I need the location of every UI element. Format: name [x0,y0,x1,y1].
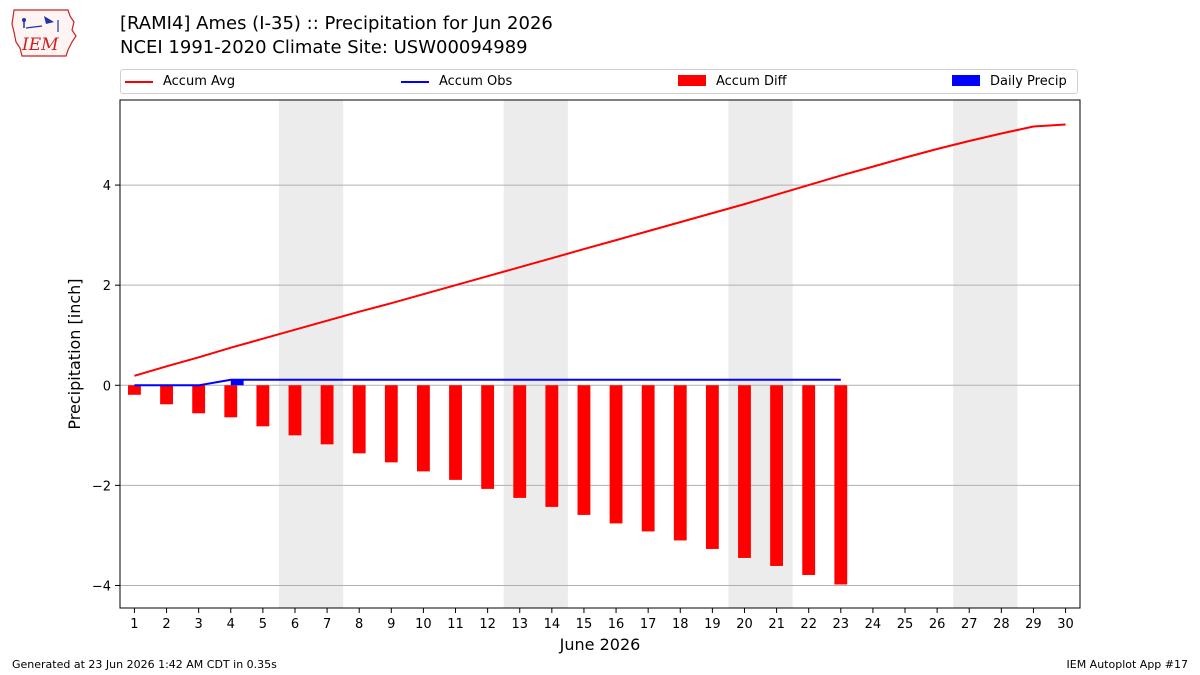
accum-diff-bar [320,385,334,445]
y-tick-label: 4 [103,179,111,194]
x-tick-label: 23 [833,617,850,632]
accum-diff-bar [738,385,751,558]
x-tick-label: 13 [511,617,528,632]
legend-swatch-accum-obs [401,81,429,83]
x-tick-label: 29 [1025,617,1042,632]
legend-label-accum-obs: Accum Obs [439,74,513,89]
x-tick-label: 5 [259,617,267,632]
legend-label-accum-diff: Accum Diff [716,74,787,89]
x-tick-label: 27 [961,617,978,632]
footer-app-text: IEM Autoplot App #17 [1066,658,1189,671]
iem-logo: IEM [8,6,80,58]
legend-label-daily-precip: Daily Precip [990,74,1067,89]
accum-diff-bar [770,385,784,566]
x-tick-label: 25 [897,617,914,632]
x-tick-label: 4 [227,617,235,632]
accum-obs-line [134,378,841,387]
accum-diff-bar [802,385,816,575]
x-tick-label: 20 [736,617,753,632]
weekend-shade-2 [503,100,568,608]
x-tick-label: 8 [355,617,363,632]
accum-diff-bar [481,385,495,489]
x-tick-label: 2 [162,617,170,632]
footer-generated-text: Generated at 23 Jun 2026 1:42 AM CDT in … [12,658,277,671]
daily-precip-bar [230,379,244,386]
x-tick-label: 15 [576,617,593,632]
x-tick-label: 9 [387,617,395,632]
accum-diff-bar [705,385,719,549]
x-axis-label: June 2026 [559,635,641,654]
accum-diff-bar [160,385,173,405]
accum-diff-bar [256,385,270,427]
accum-diff-bar [449,385,462,480]
legend-swatch-daily-precip [952,75,980,86]
x-tick-label: 12 [479,617,496,632]
accum-diff-bar [128,385,141,395]
x-tick-label: 22 [800,617,817,632]
iem-logo-text: IEM [21,35,59,55]
x-tick-label: 3 [195,617,203,632]
x-tick-label: 16 [608,617,625,632]
accum-diff-bar [288,385,302,436]
legend-swatch-accum-diff [678,75,706,86]
accum-diff-bar [416,385,430,472]
y-tick-label: −4 [92,579,111,594]
x-tick-label: 10 [415,617,432,632]
x-tick-label: 24 [865,617,882,632]
y-tick-label: −2 [92,479,111,494]
x-tick-label: 21 [768,617,785,632]
title-line-2: NCEI 1991-2020 Climate Site: USW00094989 [120,37,528,58]
chart-legend: Accum Avg Accum Obs Accum Diff Daily Pre… [120,69,1078,94]
y-tick-label: 2 [103,279,111,294]
accum-diff-bar [577,385,591,515]
accum-diff-bar [352,385,366,454]
accum-diff-bar [224,385,238,418]
accum-diff-bar [545,385,559,507]
x-tick-label: 14 [544,617,561,632]
x-tick-label: 19 [704,617,721,632]
legend-swatch-accum-avg [125,81,153,83]
x-tick-label: 28 [993,617,1010,632]
weekend-shade-1 [278,100,344,608]
x-tick-label: 17 [640,617,657,632]
x-tick-label: 1 [130,617,138,632]
chart-title: [RAMI4] Ames (I-35) :: Precipitation for… [120,12,553,60]
plot-frame [119,99,1081,609]
title-line-1: [RAMI4] Ames (I-35) :: Precipitation for… [120,13,553,34]
legend-label-accum-avg: Accum Avg [163,74,236,89]
x-tick-label: 30 [1057,617,1074,632]
x-tick-label: 6 [291,617,299,632]
y-axis-label: Precipitation [inch] [65,278,84,429]
iem-iowa-logo-icon: IEM [11,9,77,57]
x-tick-label: 7 [323,617,331,632]
accum-avg-line [134,123,1066,377]
x-tick-label: 11 [447,617,464,632]
weekend-shade-4 [953,100,1018,608]
x-tick-label: 26 [929,617,946,632]
accum-diff-bar [641,385,655,532]
accum-diff-bar [673,385,687,541]
accum-diff-bar [609,385,623,524]
y-tick-label: 0 [103,379,111,394]
accum-diff-bar [192,385,206,414]
accum-diff-bar [384,385,398,463]
x-tick-label: 18 [672,617,689,632]
accum-diff-bar [513,385,527,498]
accum-diff-bar [834,385,848,585]
